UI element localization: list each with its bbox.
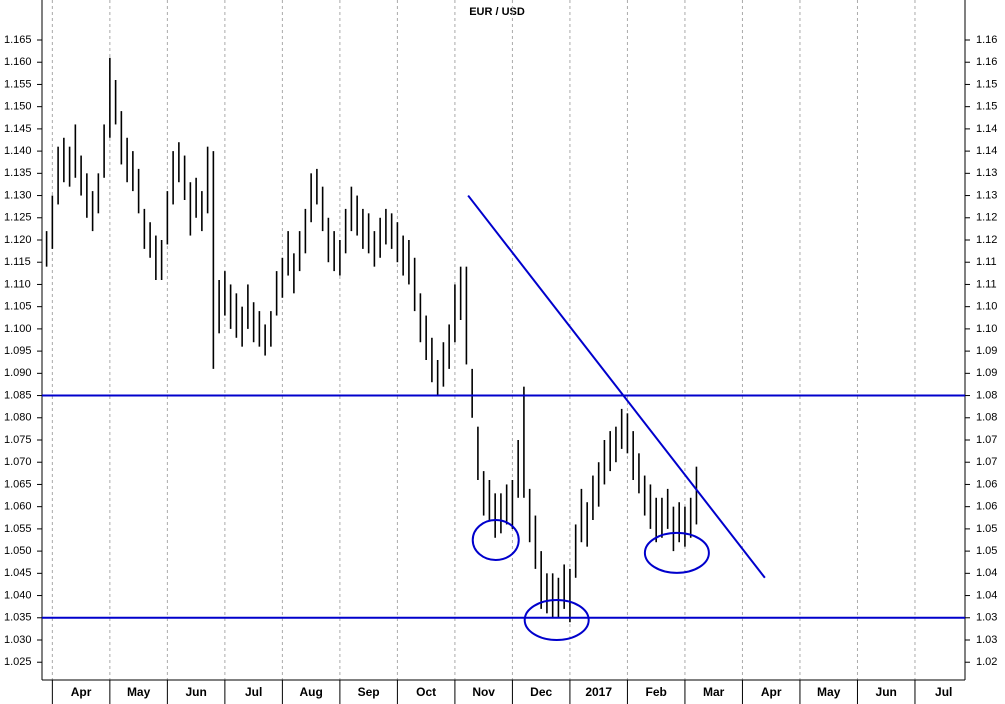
circled-low — [523, 599, 590, 641]
y2-tick-label: 1.14 — [976, 145, 997, 157]
y2-tick-label: 1.14 — [976, 123, 997, 135]
y-tick-label: 1.040 — [4, 589, 32, 601]
y-tick-label: 1.130 — [4, 189, 32, 201]
y2-tick-label: 1.09 — [976, 367, 997, 379]
y-tick-label: 1.065 — [4, 478, 32, 490]
y-tick-label: 1.060 — [4, 501, 32, 513]
y2-tick-label: 1.03 — [976, 612, 997, 624]
y2-tick-label: 1.10 — [976, 323, 997, 335]
y-tick-label: 1.145 — [4, 123, 32, 135]
x-tick-label: Feb — [646, 685, 667, 699]
y2-tick-label: 1.05 — [976, 545, 997, 557]
y-tick-label: 1.110 — [4, 278, 31, 290]
y2-tick-label: 1.02 — [976, 656, 997, 668]
x-tick-label: Apr — [71, 685, 92, 699]
y2-tick-label: 1.04 — [976, 567, 997, 579]
x-tick-label: Nov — [472, 685, 495, 699]
y2-tick-label: 1.06 — [976, 478, 997, 490]
y-tick-label: 1.125 — [4, 212, 32, 224]
y2-tick-label: 1.10 — [976, 301, 997, 313]
y2-tick-label: 1.11 — [976, 256, 997, 268]
y2-tick-label: 1.15 — [976, 101, 997, 113]
y-tick-label: 1.035 — [4, 612, 32, 624]
y-tick-label: 1.155 — [4, 78, 32, 90]
y-tick-label: 1.105 — [4, 301, 32, 313]
trend-line — [467, 194, 766, 579]
y2-tick-label: 1.07 — [976, 456, 997, 468]
x-tick-label: May — [127, 685, 151, 699]
x-tick-label: Mar — [703, 685, 725, 699]
x-tick-label: Sep — [358, 685, 380, 699]
y-tick-label: 1.080 — [4, 412, 32, 424]
y2-tick-label: 1.13 — [976, 167, 997, 179]
y-tick-label: 1.045 — [4, 567, 32, 579]
x-tick-label: Jun — [185, 685, 206, 699]
y-tick-label: 1.025 — [4, 656, 32, 668]
y2-tick-label: 1.13 — [976, 189, 997, 201]
y-tick-label: 1.150 — [4, 101, 32, 113]
circled-low — [471, 519, 520, 561]
y-tick-label: 1.070 — [4, 456, 32, 468]
chart-title: EUR / USD — [469, 6, 525, 18]
y-tick-label: 1.095 — [4, 345, 32, 357]
y2-tick-label: 1.16 — [976, 34, 997, 46]
y-tick-label: 1.085 — [4, 389, 32, 401]
y-tick-label: 1.030 — [4, 634, 32, 646]
y-tick-label: 1.075 — [4, 434, 32, 446]
y-tick-label: 1.100 — [4, 323, 32, 335]
y-tick-label: 1.090 — [4, 367, 32, 379]
y2-tick-label: 1.12 — [976, 234, 997, 246]
y-tick-label: 1.165 — [4, 34, 32, 46]
y2-tick-label: 1.04 — [976, 589, 997, 601]
x-tick-label: 2017 — [585, 685, 612, 699]
y-tick-label: 1.050 — [4, 545, 32, 557]
y-tick-label: 1.135 — [4, 167, 32, 179]
y2-tick-label: 1.11 — [976, 278, 997, 290]
x-tick-label: Dec — [530, 685, 552, 699]
y-tick-label: 1.120 — [4, 234, 32, 246]
y-tick-label: 1.055 — [4, 523, 32, 535]
x-tick-label: May — [817, 685, 841, 699]
x-tick-label: Jul — [935, 685, 952, 699]
x-tick-label: Jun — [876, 685, 897, 699]
x-tick-label: Jul — [245, 685, 262, 699]
y2-tick-label: 1.08 — [976, 389, 997, 401]
y2-tick-label: 1.05 — [976, 523, 997, 535]
x-tick-label: Aug — [299, 685, 322, 699]
x-tick-label: Oct — [416, 685, 436, 699]
y2-tick-label: 1.16 — [976, 56, 997, 68]
y2-tick-label: 1.09 — [976, 345, 997, 357]
y2-tick-label: 1.03 — [976, 634, 997, 646]
x-tick-label: Apr — [761, 685, 782, 699]
y-tick-label: 1.115 — [4, 256, 31, 268]
y2-tick-label: 1.12 — [976, 212, 997, 224]
y2-tick-label: 1.15 — [976, 78, 997, 90]
y2-tick-label: 1.06 — [976, 501, 997, 513]
y2-tick-label: 1.07 — [976, 434, 997, 446]
circled-low — [643, 531, 710, 574]
y-tick-label: 1.160 — [4, 56, 32, 68]
y-tick-label: 1.140 — [4, 145, 32, 157]
y2-tick-label: 1.08 — [976, 412, 997, 424]
